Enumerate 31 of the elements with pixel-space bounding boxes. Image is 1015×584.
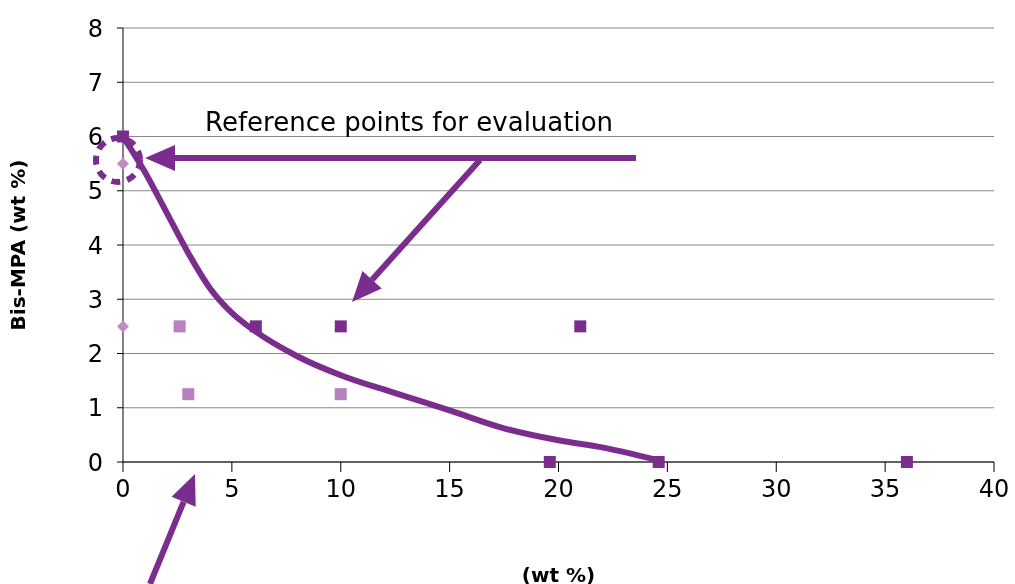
- y-tick-label: 6: [87, 123, 103, 152]
- x-tick-label: 15: [434, 475, 465, 504]
- x-axis-title: (wt %): [521, 563, 596, 584]
- point: [900, 456, 913, 468]
- point: [249, 320, 262, 333]
- x-tick-label: 25: [652, 475, 683, 504]
- point: [574, 320, 587, 333]
- y-tick-label: 2: [87, 340, 103, 369]
- x-tick-label: 5: [224, 475, 240, 504]
- x-tick-label: 35: [869, 475, 901, 504]
- x-tick-label: 20: [543, 475, 574, 504]
- point: [652, 456, 665, 468]
- x-tick-label: 10: [325, 475, 357, 504]
- y-tick-label: 5: [87, 177, 103, 206]
- y-tick-label: 3: [87, 285, 103, 314]
- point: [117, 320, 129, 333]
- y-tick-label: 4: [87, 231, 103, 260]
- x-tick-label: 30: [760, 475, 792, 504]
- point: [334, 320, 347, 333]
- point: [173, 320, 186, 333]
- annotation: Reference points for evaluation: [205, 107, 614, 137]
- y-tick-label: 0: [87, 448, 103, 477]
- x-tick-label: 40: [978, 475, 1010, 504]
- point: [182, 388, 195, 401]
- y-tick-label: 1: [87, 394, 103, 423]
- x-tick-label: 0: [115, 475, 131, 504]
- y-tick-label: 7: [87, 68, 103, 97]
- point: [543, 456, 556, 468]
- point: [334, 388, 347, 401]
- y-tick-label: 8: [87, 14, 103, 43]
- y-axis-title: Bis-MPA (wt %): [6, 159, 31, 331]
